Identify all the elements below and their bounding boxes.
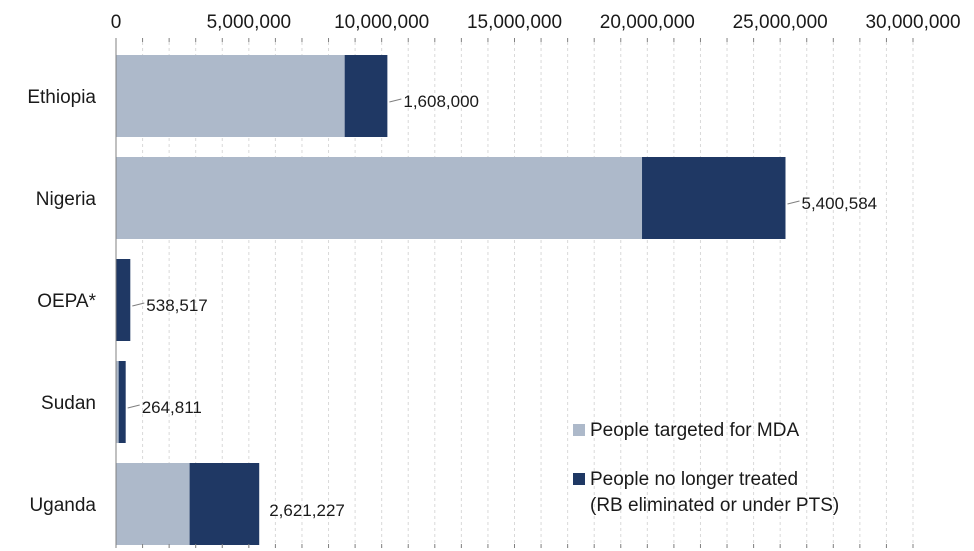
- x-tick-label: 10,000,000: [334, 12, 429, 33]
- leader-line: [132, 302, 145, 307]
- x-tick-label: 30,000,000: [865, 12, 960, 33]
- legend-label: People targeted for MDA: [590, 420, 799, 441]
- x-tick-label: 15,000,000: [467, 12, 562, 33]
- bar-segment-no-longer-treated: [344, 55, 388, 137]
- legend: People targeted for MDA People no longer …: [573, 420, 839, 516]
- legend-swatch: [573, 473, 585, 485]
- category-label: Nigeria: [36, 189, 97, 210]
- category-label: Ethiopia: [27, 87, 96, 108]
- x-tick-labels: 0 5,000,000 10,000,000 15,000,000 20,000,000…: [111, 12, 961, 33]
- bar-segment-no-longer-treated: [118, 361, 126, 443]
- bar-segment-targeted: [116, 361, 119, 443]
- legend-label: People no longer treated: [590, 469, 798, 490]
- category-labels: Ethiopia Nigeria OEPA* Sudan Uganda: [27, 87, 96, 516]
- data-label: 1,608,000: [403, 92, 479, 111]
- bar-segment-targeted: [116, 463, 190, 545]
- bar-segment-targeted: [116, 157, 643, 239]
- x-tick-label: 25,000,000: [733, 12, 828, 33]
- bar-segment-no-longer-treated: [116, 259, 131, 341]
- category-label: Uganda: [29, 495, 96, 516]
- bars: [116, 55, 786, 545]
- data-labels: 1,608,000 5,400,584 538,517 264,811 2,621,22…: [127, 92, 877, 520]
- category-label: OEPA*: [37, 291, 96, 312]
- x-tick-label: 20,000,000: [600, 12, 695, 33]
- category-label: Sudan: [41, 393, 96, 414]
- bar-segment-no-longer-treated: [642, 157, 786, 239]
- x-tick-label: 0: [111, 12, 122, 33]
- data-label: 5,400,584: [801, 194, 877, 213]
- legend-label: (RB eliminated or under PTS): [590, 495, 839, 516]
- data-label: 2,621,227: [269, 501, 345, 520]
- leader-line: [787, 200, 800, 205]
- data-label: 538,517: [146, 296, 207, 315]
- leader-line: [127, 404, 140, 409]
- axis: [115, 38, 914, 548]
- bar-segment-targeted: [116, 55, 345, 137]
- bar-segment-no-longer-treated: [189, 463, 260, 545]
- data-label: 264,811: [142, 398, 202, 417]
- legend-swatch: [573, 424, 585, 436]
- x-tick-label: 5,000,000: [207, 12, 292, 33]
- leader-line: [389, 98, 402, 103]
